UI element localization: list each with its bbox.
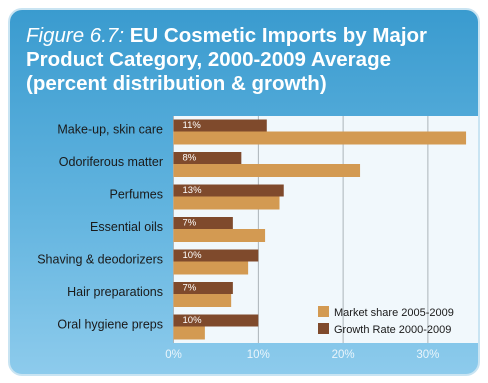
- bar-growth-rate: [173, 314, 259, 327]
- data-label: 7%: [183, 283, 197, 294]
- bar-market-share: [173, 326, 205, 340]
- x-tick-label: 10%: [247, 349, 270, 361]
- category-label: Oral hygiene preps: [57, 318, 163, 332]
- bar-growth-rate: [173, 249, 259, 262]
- bar-growth-rate: [173, 282, 233, 294]
- bar-market-share: [173, 164, 361, 177]
- category-label: Make-up, skin care: [57, 123, 163, 137]
- legend-swatch-market-share: [318, 306, 329, 317]
- bar-market-share: [173, 294, 232, 307]
- x-tick-label: 0%: [165, 349, 182, 361]
- data-label: 8%: [183, 153, 197, 164]
- data-label: 7%: [183, 218, 197, 229]
- bar-market-share: [173, 261, 249, 275]
- category-label: Perfumes: [110, 188, 164, 202]
- x-tick-label: 20%: [332, 349, 355, 361]
- bar-market-share: [173, 131, 467, 145]
- bar-growth-rate: [173, 119, 267, 132]
- data-label: 13%: [183, 185, 203, 196]
- figure-separator: :: [118, 24, 130, 47]
- bar-growth-rate: [173, 184, 284, 197]
- bar-market-share: [173, 229, 266, 242]
- category-label: Hair preparations: [67, 285, 163, 299]
- figure-label: Figure 6.7: [26, 24, 119, 47]
- legend-swatch-growth-rate: [318, 323, 329, 334]
- category-label: Shaving & deodorizers: [37, 253, 163, 267]
- chart-title: Figure 6.7: EU Cosmetic Imports by Major…: [26, 24, 466, 96]
- bar-growth-rate: [173, 217, 233, 229]
- legend-label-growth-rate: Growth Rate 2000-2009: [334, 324, 451, 336]
- bar-growth-rate: [173, 152, 242, 164]
- category-label: Essential oils: [90, 220, 163, 234]
- legend-label-market-share: Market share 2005-2009: [334, 307, 454, 319]
- x-tick-label: 30%: [416, 349, 439, 361]
- title-text: EU Cosmetic Imports by Major Product Cat…: [26, 24, 428, 95]
- category-label: Odoriferous matter: [59, 155, 163, 169]
- data-label: 11%: [183, 120, 202, 131]
- bar-market-share: [173, 196, 280, 210]
- data-label: 10%: [183, 315, 203, 326]
- data-label: 10%: [183, 250, 203, 261]
